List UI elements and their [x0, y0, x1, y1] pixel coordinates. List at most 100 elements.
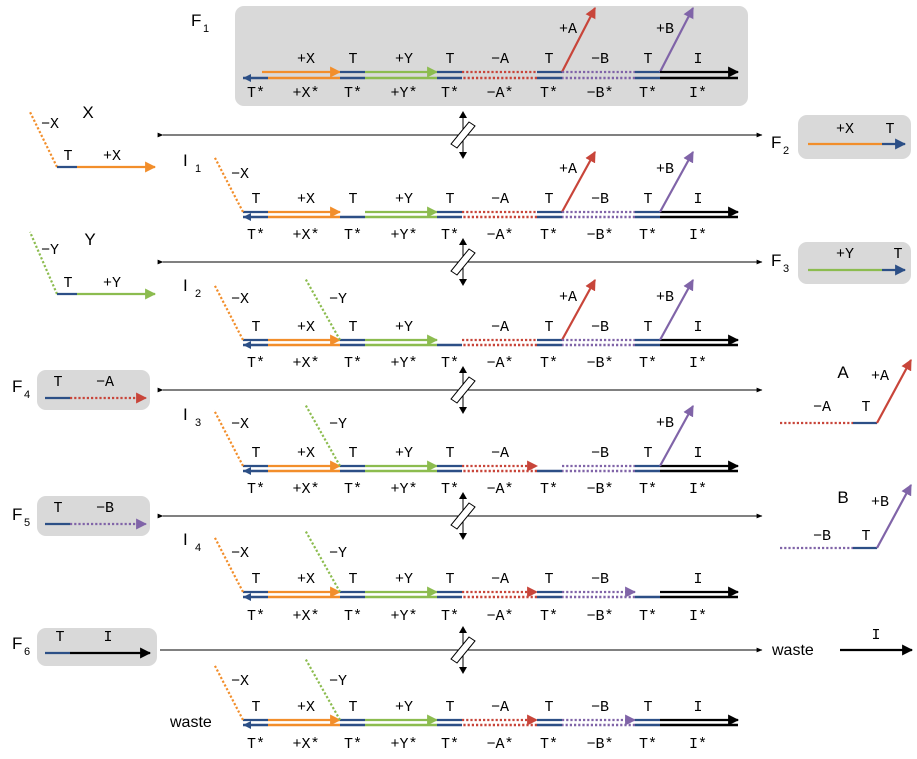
domain-label: T [348, 191, 357, 208]
domain-label: T [251, 191, 260, 208]
domain-label: +A [559, 21, 577, 38]
domain-label: −Y [41, 242, 59, 259]
domain-label: +X [297, 51, 315, 68]
domain-label: T [861, 399, 870, 416]
domain-label: T* [247, 85, 265, 102]
waste-label-bottom: waste [169, 714, 212, 731]
domain-label: +B [871, 494, 889, 511]
irreversible-marker [450, 376, 476, 404]
domain-label: −B* [586, 227, 613, 244]
domain-label: +X* [292, 85, 319, 102]
domain-label: T* [639, 736, 657, 753]
arrowhead-down [459, 667, 467, 674]
domain-label: T* [344, 736, 362, 753]
domain-label: −B [591, 571, 609, 588]
waste-label-right: waste [771, 642, 814, 659]
domain-label: T [445, 445, 454, 462]
domain-label: +Y* [390, 85, 417, 102]
domain-label: +Y [395, 445, 413, 462]
domain-label: T* [441, 85, 459, 102]
domain-label: T [251, 445, 260, 462]
output-B-arm [659, 279, 694, 341]
domain-label: I* [689, 85, 707, 102]
label-F6: F [12, 634, 22, 653]
bottom-strand-arrowhead [243, 467, 251, 475]
domain-label: +X* [292, 481, 319, 498]
gate-F4-box [37, 370, 150, 410]
bottom-strand-arrowhead [243, 213, 251, 221]
label-F4-subscript: 4 [24, 389, 30, 401]
displaced-Y-tail [304, 657, 341, 721]
domain-label: T* [344, 481, 362, 498]
domain-label: −A* [486, 736, 513, 753]
domain-label: T* [441, 736, 459, 753]
arrowhead-up [459, 626, 467, 633]
domain-label: T [544, 571, 553, 588]
domain-label: T [348, 319, 357, 336]
domain-label: −A* [486, 355, 513, 372]
label-F3-subscript: 3 [783, 263, 789, 275]
domain-label: T* [540, 227, 558, 244]
displaced-Y-tail [304, 277, 341, 341]
domain-label: −B [591, 51, 609, 68]
domain-label: +B [656, 161, 674, 178]
domain-label: T* [344, 608, 362, 625]
domain-label: −A* [486, 608, 513, 625]
domain-label: T* [344, 355, 362, 372]
domain-label: +Y* [390, 355, 417, 372]
arrowhead-up [459, 238, 467, 245]
domain-label: −B [813, 528, 831, 545]
species-X-label: X [82, 103, 93, 122]
domain-label: I [693, 445, 702, 462]
domain-label: T [643, 319, 652, 336]
domain-label: T* [639, 227, 657, 244]
domain-label: −X [41, 116, 59, 133]
irreversible-marker [450, 121, 476, 149]
label-I2: I [183, 276, 188, 295]
domain-label: −A [491, 191, 509, 208]
gate-F6-box [37, 628, 157, 666]
species-B-label: B [837, 488, 848, 507]
domain-label: −Y [329, 673, 347, 690]
domain-label: −B [591, 445, 609, 462]
domain-label: T [55, 629, 64, 646]
domain-label: +X [297, 699, 315, 716]
domain-label: +X [836, 121, 854, 138]
bottom-strand-arrowhead [243, 341, 251, 349]
label-I3-subscript: 3 [195, 417, 201, 429]
domain-label: −X [231, 166, 249, 183]
label-F2-subscript: 2 [783, 145, 789, 157]
bottom-strand-arrowhead [243, 721, 251, 729]
domain-label: −B* [586, 85, 613, 102]
displaced-Y-tail [304, 403, 341, 467]
domain-label: T [251, 319, 260, 336]
species-A-label: A [837, 363, 849, 382]
domain-label: −A [491, 571, 509, 588]
gate-F5-box [37, 496, 150, 536]
domain-label: T [251, 699, 260, 716]
domain-label: T* [344, 227, 362, 244]
domain-label: +X [103, 148, 121, 165]
domain-label: T [544, 51, 553, 68]
domain-label: I [103, 629, 112, 646]
domain-label: T* [344, 85, 362, 102]
displaced-X-tail [213, 283, 244, 341]
domain-label: +A [559, 289, 577, 306]
irreversible-marker [450, 636, 476, 664]
domain-label: −X [231, 416, 249, 433]
domain-label: T [643, 445, 652, 462]
domain-label: T [885, 121, 894, 138]
label-I4: I [183, 530, 188, 549]
label-F2: F [771, 133, 781, 152]
domain-label: −A [491, 445, 509, 462]
domain-label: +X* [292, 227, 319, 244]
domain-label: T* [639, 85, 657, 102]
domain-label: −B [591, 699, 609, 716]
domain-label: −A* [486, 481, 513, 498]
domain-label: T [893, 246, 902, 263]
domain-label: T [544, 319, 553, 336]
domain-label: +X* [292, 736, 319, 753]
displaced-X-tail [213, 535, 244, 593]
domain-label: +X* [292, 355, 319, 372]
domain-label: T [643, 51, 652, 68]
